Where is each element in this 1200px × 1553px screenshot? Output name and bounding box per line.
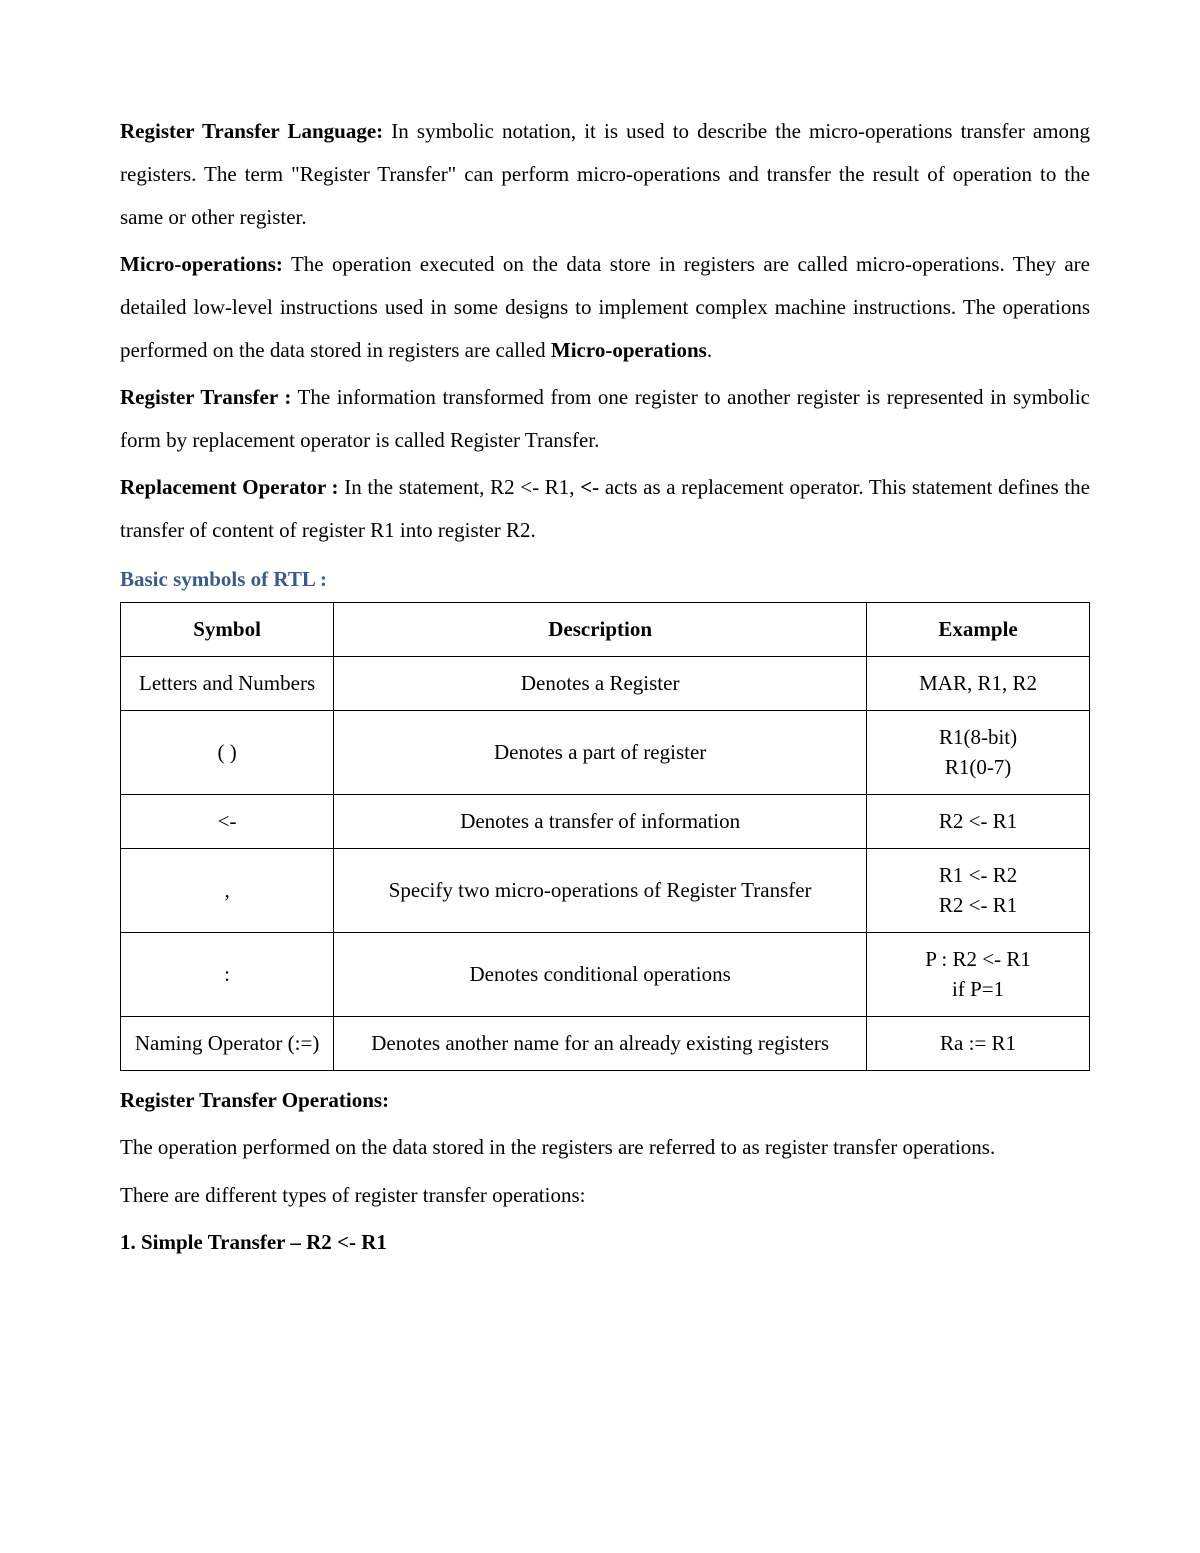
term-register-transfer: Register Transfer : <box>120 385 291 409</box>
cell-symbol: : <box>121 933 334 1017</box>
paragraph-rto-desc: The operation performed on the data stor… <box>120 1126 1090 1169</box>
table-row: Letters and Numbers Denotes a Register M… <box>121 656 1090 710</box>
cell-symbol: ( ) <box>121 711 334 795</box>
cell-example: R2 <- R1 <box>867 795 1090 849</box>
cell-symbol: <- <box>121 795 334 849</box>
operator-symbol: <- <box>580 475 599 499</box>
table-header: Example <box>867 602 1090 656</box>
term-microops: Micro-operations: <box>120 252 283 276</box>
table-row: : Denotes conditional operations P : R2 … <box>121 933 1090 1017</box>
paragraph-rtl: Register Transfer Language: In symbolic … <box>120 110 1090 239</box>
cell-description: Denotes conditional operations <box>334 933 867 1017</box>
table-row: <- Denotes a transfer of information R2 … <box>121 795 1090 849</box>
cell-example: R1 <- R2R2 <- R1 <box>867 849 1090 933</box>
table-row: Naming Operator (:=) Denotes another nam… <box>121 1017 1090 1071</box>
paragraph-rto-types: There are different types of register tr… <box>120 1174 1090 1217</box>
table-body: Letters and Numbers Denotes a Register M… <box>121 656 1090 1071</box>
term-microops-2: Micro-operations <box>551 338 707 362</box>
cell-example: P : R2 <- R1if P=1 <box>867 933 1090 1017</box>
paragraph-microops: Micro-operations: The operation executed… <box>120 243 1090 372</box>
rtl-symbols-table: Symbol Description Example Letters and N… <box>120 602 1090 1072</box>
cell-description: Denotes a transfer of information <box>334 795 867 849</box>
table-header-row: Symbol Description Example <box>121 602 1090 656</box>
cell-symbol: , <box>121 849 334 933</box>
table-row: , Specify two micro-operations of Regist… <box>121 849 1090 933</box>
cell-example: Ra := R1 <box>867 1017 1090 1071</box>
cell-description: Denotes a part of register <box>334 711 867 795</box>
cell-description: Denotes a Register <box>334 656 867 710</box>
text: In the statement, R2 <- R1, <box>339 475 581 499</box>
cell-symbol: Letters and Numbers <box>121 656 334 710</box>
heading-basic-symbols: Basic symbols of RTL : <box>120 558 1090 601</box>
term-rtl: Register Transfer Language: <box>120 119 383 143</box>
table-header: Description <box>334 602 867 656</box>
table-row: ( ) Denotes a part of register R1(8-bit)… <box>121 711 1090 795</box>
text: . <box>707 338 712 362</box>
item-simple-transfer: 1. Simple Transfer – R2 <- R1 <box>120 1221 1090 1264</box>
paragraph-replacement-op: Replacement Operator : In the statement,… <box>120 466 1090 552</box>
term-replacement-op: Replacement Operator : <box>120 475 339 499</box>
cell-description: Denotes another name for an already exis… <box>334 1017 867 1071</box>
table-header: Symbol <box>121 602 334 656</box>
paragraph-register-transfer: Register Transfer : The information tran… <box>120 376 1090 462</box>
cell-example: MAR, R1, R2 <box>867 656 1090 710</box>
document-page: Register Transfer Language: In symbolic … <box>0 0 1200 1553</box>
cell-symbol: Naming Operator (:=) <box>121 1017 334 1071</box>
cell-description: Specify two micro-operations of Register… <box>334 849 867 933</box>
cell-example: R1(8-bit)R1(0-7) <box>867 711 1090 795</box>
heading-register-transfer-ops: Register Transfer Operations: <box>120 1079 1090 1122</box>
